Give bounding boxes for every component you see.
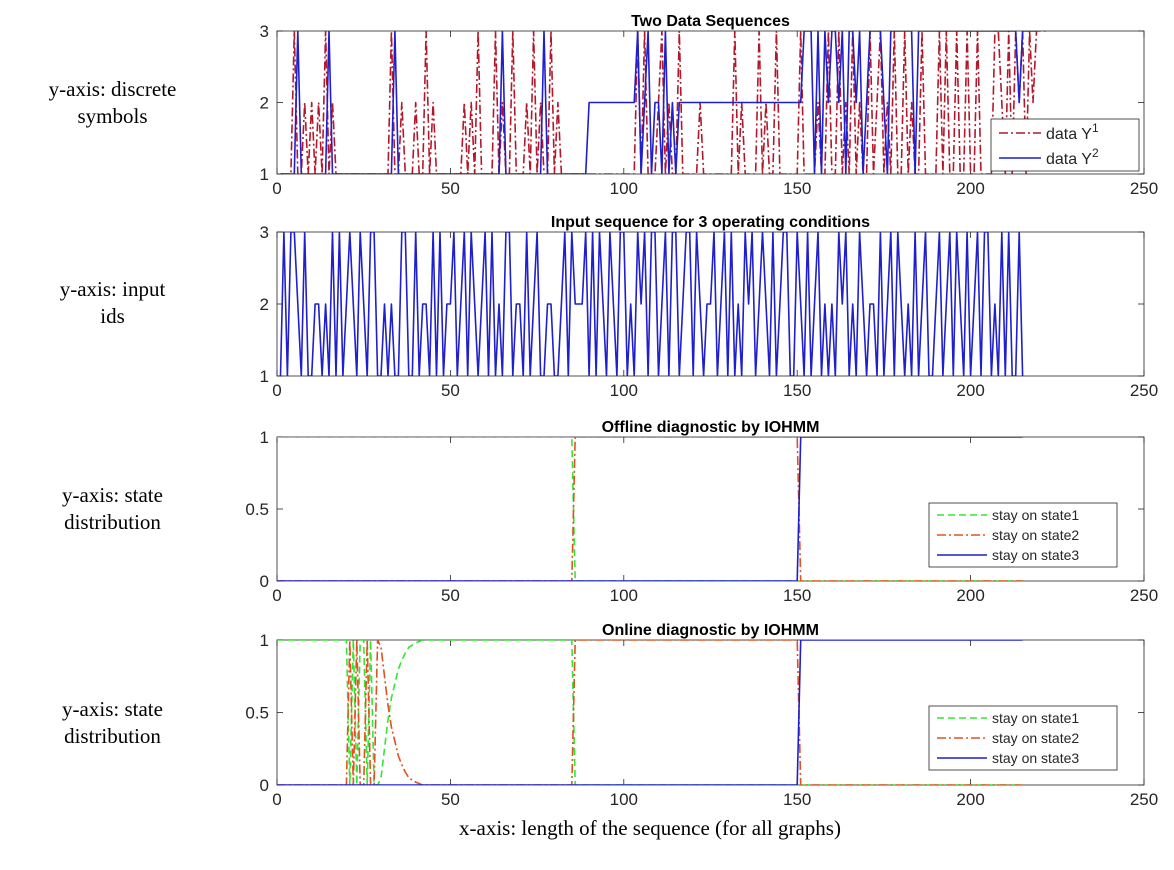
x-tick-label: 100 (610, 381, 638, 400)
y-tick-label: 2 (260, 295, 269, 314)
x-tick-label: 100 (610, 586, 638, 605)
chart-panel-2: Input sequence for 3 operating condition… (260, 214, 1159, 400)
legend-label: data Y2 (1046, 146, 1099, 168)
y-tick-label: 0.5 (245, 500, 269, 519)
y-tick-label: 1 (260, 428, 269, 447)
chart-title: Input sequence for 3 operating condition… (551, 214, 870, 231)
y-tick-label: 0 (260, 776, 269, 795)
x-tick-label: 50 (441, 790, 460, 809)
x-tick-label: 0 (272, 381, 281, 400)
legend-label: stay on state2 (992, 730, 1079, 746)
side-label-1: y-axis: discrete symbols (0, 76, 225, 130)
x-tick-label: 200 (956, 381, 984, 400)
x-tick-label: 150 (783, 586, 811, 605)
x-tick-label: 100 (610, 790, 638, 809)
x-tick-label: 250 (1130, 586, 1158, 605)
x-tick-label: 250 (1130, 790, 1158, 809)
side-label-line: symbols (77, 104, 148, 128)
x-tick-label: 50 (441, 586, 460, 605)
legend-superscript: 1 (1092, 121, 1099, 135)
x-tick-label: 150 (783, 790, 811, 809)
series-line-1 (279, 232, 1024, 376)
legend: stay on state1 stay on state2 stay on stat… (928, 502, 1118, 568)
series-line-1 (277, 640, 1023, 785)
side-label-line: y-axis: input (59, 277, 166, 301)
series-line-2 (277, 640, 1023, 785)
x-axis-caption: x-axis: length of the sequence (for all … (459, 816, 841, 840)
y-tick-label: 2 (260, 94, 269, 113)
y-tick-label: 1 (260, 631, 269, 650)
x-tick-label: 0 (272, 586, 281, 605)
x-tick-label: 200 (956, 179, 984, 198)
x-tick-label: 0 (272, 179, 281, 198)
legend: stay on state1 stay on state2 stay on stat… (928, 705, 1118, 771)
side-label-line: y-axis: state (62, 483, 163, 507)
chart-panel-3: Offline diagnostic by IOHMM 0 50 100 150 200 2… (245, 419, 1158, 605)
legend-box (990, 118, 1140, 172)
chart-panel-4: Online diagnostic by IOHMM 0 50 100 150 200 25… (245, 622, 1158, 809)
legend-label: stay on state2 (992, 527, 1079, 543)
legend-label: stay on state3 (992, 750, 1079, 766)
chart-title: Online diagnostic by IOHMM (602, 622, 819, 639)
legend-label: stay on state3 (992, 547, 1079, 563)
y-tick-label: 1 (260, 165, 269, 184)
series-line-1 (277, 437, 1023, 581)
y-tick-label: 1 (260, 367, 269, 386)
x-tick-label: 250 (1130, 381, 1158, 400)
legend-label: stay on state1 (992, 710, 1079, 726)
x-tick-label: 200 (956, 586, 984, 605)
x-tick-label: 50 (441, 179, 460, 198)
chart-panel-1: Two Data Sequences 0 50 100 150 200 250 1 2 3 data… (260, 13, 1159, 198)
y-tick-label: 3 (260, 22, 269, 41)
side-label-line: y-axis: state (62, 697, 163, 721)
side-label-line: distribution (64, 510, 161, 534)
x-tick-label: 150 (783, 179, 811, 198)
chart-title: Two Data Sequences (631, 13, 790, 30)
x-tick-label: 200 (956, 790, 984, 809)
legend-label: data Y1 (1046, 121, 1099, 143)
side-label-line: distribution (64, 724, 161, 748)
side-label-line: ids (100, 304, 125, 328)
y-tick-label: 3 (260, 223, 269, 242)
legend-label: stay on state1 (992, 507, 1079, 523)
x-tick-label: 250 (1130, 179, 1158, 198)
legend-superscript: 2 (1092, 146, 1099, 160)
y-tick-label: 0.5 (245, 704, 269, 723)
legend: data Y1 data Y2 (990, 118, 1140, 172)
x-tick-label: 50 (441, 381, 460, 400)
x-tick-label: 150 (783, 381, 811, 400)
series-line-3 (277, 640, 1023, 785)
series-line-2 (280, 31, 1037, 174)
y-tick-label: 0 (260, 572, 269, 591)
chart-title: Offline diagnostic by IOHMM (602, 419, 820, 436)
side-label-4: y-axis: state distribution (0, 696, 225, 750)
x-tick-label: 100 (610, 179, 638, 198)
side-label-line: y-axis: discrete (48, 77, 177, 101)
x-tick-label: 0 (272, 790, 281, 809)
side-label-3: y-axis: state distribution (0, 482, 225, 536)
series-line-3 (277, 437, 1023, 581)
side-label-2: y-axis: input ids (0, 276, 225, 330)
